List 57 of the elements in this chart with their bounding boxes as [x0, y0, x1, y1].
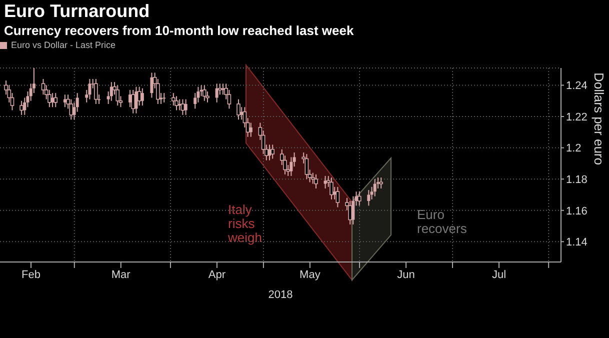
- chart-subtitle: Currency recovers from 10-month low reached last week: [4, 23, 354, 38]
- y-axis-title: Dollars per euro: [591, 72, 606, 165]
- candlestick: [202, 84, 206, 102]
- candlestick: [367, 190, 370, 206]
- annotation: Italy risks weigh: [227, 202, 262, 245]
- candlestick: [54, 92, 58, 108]
- candlestick: [20, 100, 24, 116]
- candlestick: [48, 89, 52, 108]
- candlestick: [357, 191, 362, 206]
- legend-label: Euro vs Dollar - Last Price: [11, 40, 116, 50]
- candlestick: [41, 78, 46, 96]
- x-tick-label: Feb: [22, 268, 40, 281]
- x-tick-label: Mar: [111, 268, 131, 281]
- candlestick: [290, 156, 293, 176]
- candlestick: [249, 122, 252, 138]
- candlestick: [324, 175, 327, 189]
- candlestick: [162, 92, 166, 103]
- candlestick: [94, 78, 98, 104]
- candlestick: [236, 98, 240, 120]
- y-tick-label: 1.18: [566, 174, 588, 186]
- candlestick: [88, 78, 92, 100]
- y-tick-label: 1.16: [566, 205, 588, 218]
- candlestick: [134, 86, 138, 114]
- y-tick-label: 1.24: [566, 80, 588, 92]
- candlestick: [131, 89, 136, 114]
- candlestick: [140, 88, 144, 106]
- y-tick-label: 1.14: [566, 236, 588, 249]
- candlestick: [116, 84, 120, 106]
- candlestick: [379, 177, 383, 189]
- x-axis-title: 2018: [268, 289, 293, 301]
- candlestick: [314, 174, 318, 189]
- x-tick-label: Jun: [397, 268, 415, 281]
- candlestick: [304, 154, 309, 180]
- candlestick: [348, 200, 352, 225]
- candlestick: [240, 106, 244, 120]
- candlestick: [180, 98, 185, 116]
- candlestick: [270, 144, 274, 160]
- annotation: Euro recovers: [417, 207, 468, 236]
- x-tick-label: Jul: [492, 268, 506, 281]
- candlestick: [215, 83, 218, 103]
- candlestick: [333, 186, 336, 200]
- y-tick-label: 1.2: [566, 142, 582, 155]
- chart-title: Euro Turnaround: [4, 1, 150, 22]
- candlestick: [373, 178, 376, 197]
- x-tick-label: Apr: [208, 268, 226, 281]
- candlestick: [172, 92, 176, 106]
- y-tick-label: 1.22: [566, 111, 588, 124]
- x-tick-label: May: [300, 268, 321, 281]
- candlestick: [310, 172, 315, 184]
- candlestick: [336, 186, 340, 208]
- candlestick: [69, 98, 74, 120]
- candlestick: [174, 96, 178, 111]
- candlestick: [352, 196, 355, 225]
- candlestick: [184, 98, 188, 116]
- candlestick: [330, 177, 334, 200]
- candlestick: [178, 98, 182, 111]
- candlestick: [150, 72, 154, 98]
